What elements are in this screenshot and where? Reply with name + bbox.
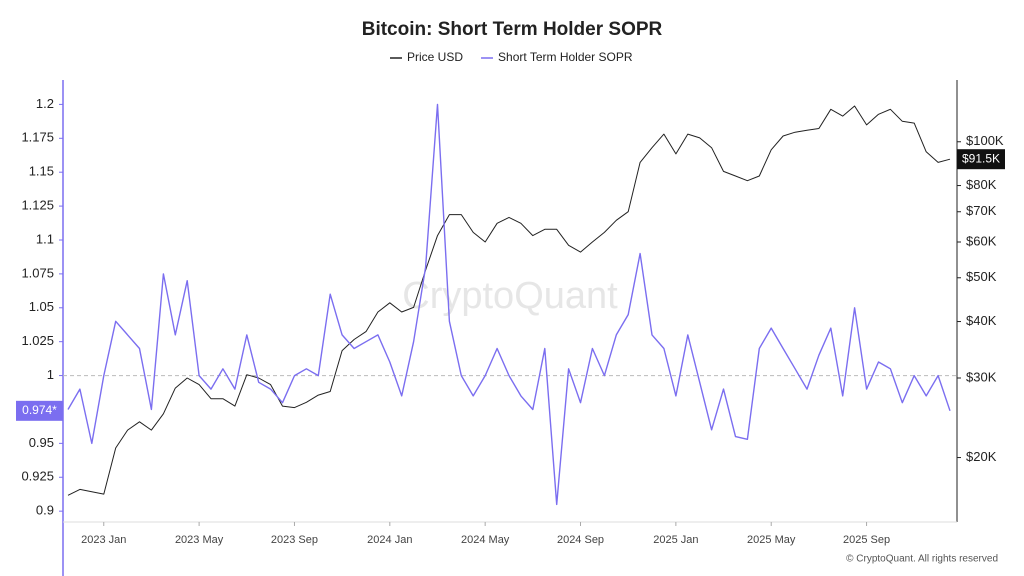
value-tag-label: 0.974* (22, 403, 57, 417)
x-tick-label: 2025 Sep (843, 534, 890, 546)
y2-tick-label: $100K (966, 133, 1004, 148)
y-tick-label: 1.15 (29, 164, 54, 179)
y-tick-label: 1.175 (21, 130, 54, 145)
series-line (67, 105, 951, 496)
y-tick-label: 0.9 (36, 503, 54, 518)
x-tick-label: 2025 May (747, 534, 796, 546)
y2-tick-label: $80K (966, 177, 997, 192)
x-tick-label: 2024 Sep (557, 534, 604, 546)
y-tick-label: 1.1 (36, 231, 54, 246)
legend-label: Short Term Holder SOPR (498, 50, 633, 64)
y2-tick-label: $50K (966, 269, 997, 284)
value-tag (957, 149, 1005, 170)
y-tick-label: 1.125 (21, 198, 54, 213)
y2-tick-label: $60K (966, 233, 997, 248)
y-tick-label: 1 (47, 367, 54, 382)
value-tag-label: $91.5K (962, 151, 1000, 165)
x-tick-label: 2023 May (175, 534, 224, 546)
y2-tick-label: $30K (966, 369, 997, 384)
y-tick-label: 0.95 (29, 435, 54, 450)
y2-tick-label: $20K (966, 449, 997, 464)
y-tick-label: 0.925 (21, 469, 54, 484)
y-tick-label: 1.2 (36, 96, 54, 111)
chart-title: Bitcoin: Short Term Holder SOPR (362, 19, 663, 40)
watermark: CryptoQuant (402, 275, 618, 317)
y-tick-label: 1.075 (21, 265, 54, 280)
x-tick-label: 2023 Jan (81, 534, 126, 546)
x-tick-label: 2024 Jan (367, 534, 412, 546)
y2-tick-label: $40K (966, 313, 997, 328)
series-line (67, 103, 951, 506)
footer: © CryptoQuant. All rights reserved (846, 554, 998, 565)
x-tick-label: 2024 May (461, 534, 510, 546)
legend: Price USD Short Term Holder SOPR (390, 50, 633, 64)
y-tick-label: 1.025 (21, 333, 54, 348)
value-tag (16, 400, 63, 421)
y-tick-label: 1.05 (29, 299, 54, 314)
x-tick-label: 2025 Jan (653, 534, 698, 546)
legend-label: Price USD (407, 50, 463, 64)
y2-tick-label: $70K (966, 203, 997, 218)
x-tick-label: 2023 Sep (271, 534, 318, 546)
